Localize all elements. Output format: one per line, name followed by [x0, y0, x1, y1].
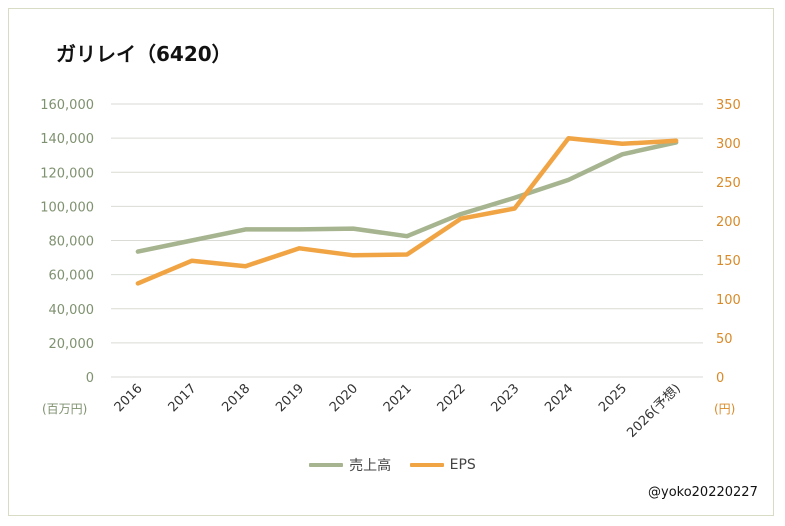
- y-right-unit: (円): [714, 402, 735, 416]
- x-tick-label: 2021: [381, 381, 415, 415]
- x-tick-label: 2020: [327, 381, 361, 415]
- data-point-eps: [190, 259, 194, 263]
- y-left-tick-label: 120,000: [40, 166, 94, 181]
- chart-frame: [8, 8, 774, 516]
- y-right-tick-label: 300: [716, 137, 741, 152]
- y-left-tick-label: 40,000: [49, 303, 95, 318]
- x-tick-label: 2016: [112, 381, 146, 415]
- legend-item-sales: 売上高: [309, 455, 391, 475]
- data-point-eps: [674, 139, 678, 143]
- y-right-tick-label: 350: [716, 98, 741, 113]
- data-point-sales: [297, 227, 301, 231]
- x-tick-label: 2024: [542, 381, 576, 415]
- data-point-eps: [620, 142, 624, 146]
- data-point-sales: [351, 227, 355, 231]
- data-point-sales: [244, 227, 248, 231]
- y-left-tick-label: 0: [86, 371, 94, 386]
- x-tick-label: 2018: [219, 381, 253, 415]
- legend-label-sales: 売上高: [349, 458, 392, 474]
- x-tick-label: 2026(予想): [624, 381, 684, 441]
- data-point-eps: [244, 264, 248, 268]
- data-point-eps: [136, 281, 140, 285]
- data-point-sales: [620, 152, 624, 156]
- x-tick-label: 2022: [435, 381, 469, 415]
- y-left-unit: (百万円): [42, 402, 87, 416]
- x-tick-label: 2017: [166, 381, 200, 415]
- y-left-tick-label: 60,000: [49, 269, 95, 284]
- x-tick-label: 2025: [596, 381, 630, 415]
- y-right-tick-label: 50: [716, 332, 733, 347]
- legend-item-eps: EPS: [409, 457, 476, 473]
- y-right-tick-label: 200: [716, 215, 741, 230]
- data-point-sales: [513, 196, 517, 200]
- y-left-tick-label: 20,000: [49, 337, 95, 352]
- data-point-sales: [190, 239, 194, 242]
- data-point-eps: [405, 253, 409, 257]
- y-right-tick-label: 100: [716, 293, 741, 308]
- data-point-sales: [459, 212, 463, 216]
- legend-swatch-sales: [309, 463, 344, 467]
- y-left-tick-label: 80,000: [49, 235, 95, 250]
- data-point-eps: [459, 217, 463, 221]
- legend-swatch-eps: [409, 463, 444, 467]
- data-point-eps: [297, 246, 301, 250]
- x-tick-label: 2023: [488, 381, 522, 415]
- y-right-tick-label: 150: [716, 254, 741, 269]
- y-right-tick-label: 250: [716, 176, 741, 191]
- y-left-tick-label: 100,000: [40, 200, 94, 215]
- legend-label-eps: EPS: [449, 457, 476, 473]
- y-left-tick-label: 160,000: [40, 98, 94, 113]
- chart-legend: 売上高 EPS: [0, 455, 785, 475]
- data-point-eps: [351, 253, 355, 257]
- watermark: @yoko20220227: [648, 485, 758, 500]
- y-left-tick-label: 140,000: [40, 132, 94, 147]
- x-tick-label: 2019: [273, 381, 307, 415]
- data-point-eps: [566, 136, 570, 140]
- data-point-sales: [136, 250, 140, 254]
- y-right-tick-label: 0: [716, 371, 724, 386]
- data-point-sales: [405, 234, 409, 238]
- chart-title: ガリレイ（6420）: [56, 42, 232, 66]
- series-line-eps: [135, 136, 679, 286]
- data-point-eps: [513, 207, 517, 211]
- data-point-sales: [566, 178, 570, 182]
